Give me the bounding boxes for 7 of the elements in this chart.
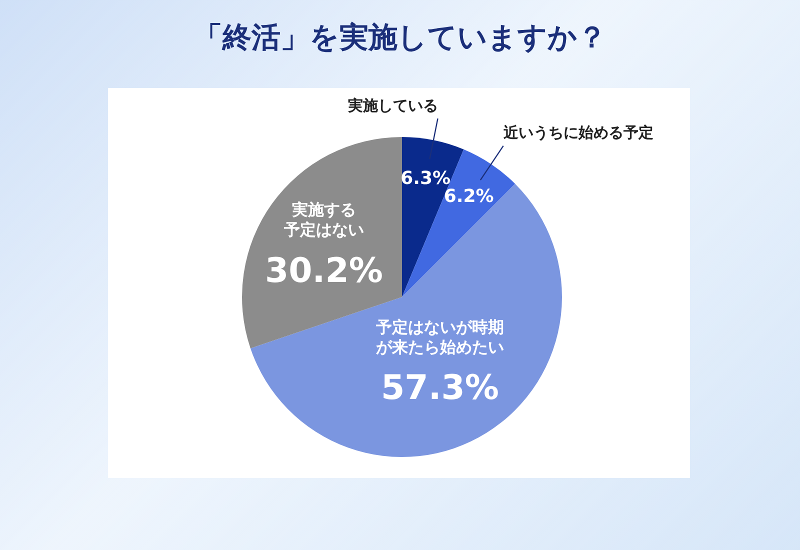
data-label: 30.2% [264,250,383,291]
data-label: 57.3% [381,368,499,408]
slice-label: 近いうちに始める予定 [502,124,654,142]
slice-label: 実施する予定はない [282,200,364,240]
slice-label: 予定はないが時期が来たら始めたい [375,317,504,356]
chart-title: 「終活」を実施していますか？ [192,19,608,56]
slice-label: 実施している [346,96,438,114]
